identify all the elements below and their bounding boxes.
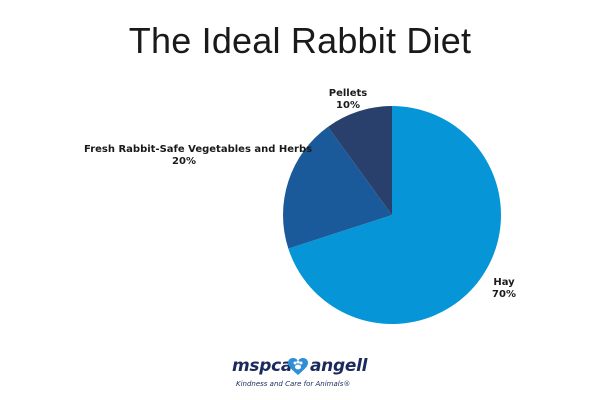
- chart-title: The Ideal Rabbit Diet: [128, 20, 472, 61]
- paw-pad-2: [296, 360, 300, 364]
- paw-pad-1: [293, 361, 297, 365]
- paw-pad-main: [295, 364, 301, 370]
- logo-brand-left: mspca: [232, 356, 293, 376]
- slice-label-pellets: Pellets 10%: [318, 88, 378, 112]
- logo-brand-right: angell: [310, 356, 368, 376]
- slice-label-pellets-name: Pellets: [328, 88, 368, 99]
- pie-slice-fresh-rabbit-safe-vegetables-and-herbs: [283, 126, 392, 249]
- slice-label-hay: Hay 70%: [486, 277, 522, 301]
- paw-pad-3: [299, 361, 303, 365]
- pie-slice-pellets: [327, 106, 392, 215]
- slice-label-vegetables-name: Fresh Rabbit-Safe Vegetables and Herbs: [84, 144, 313, 155]
- slice-label-hay-value: 70%: [492, 289, 516, 300]
- logo-tagline: Kindness and Care for Animals®: [236, 380, 351, 388]
- mspca-angell-logo: mspca angell Kindness and Care for Anima…: [232, 356, 372, 392]
- slice-label-vegetables-value: 20%: [172, 156, 196, 167]
- slice-label-pellets-value: 10%: [336, 100, 360, 111]
- slice-label-hay-name: Hay: [493, 277, 515, 288]
- heart-paw-icon: [288, 358, 308, 375]
- pie-slice-hay: [288, 106, 501, 324]
- slice-label-vegetables: Fresh Rabbit-Safe Vegetables and Herbs 2…: [84, 144, 313, 168]
